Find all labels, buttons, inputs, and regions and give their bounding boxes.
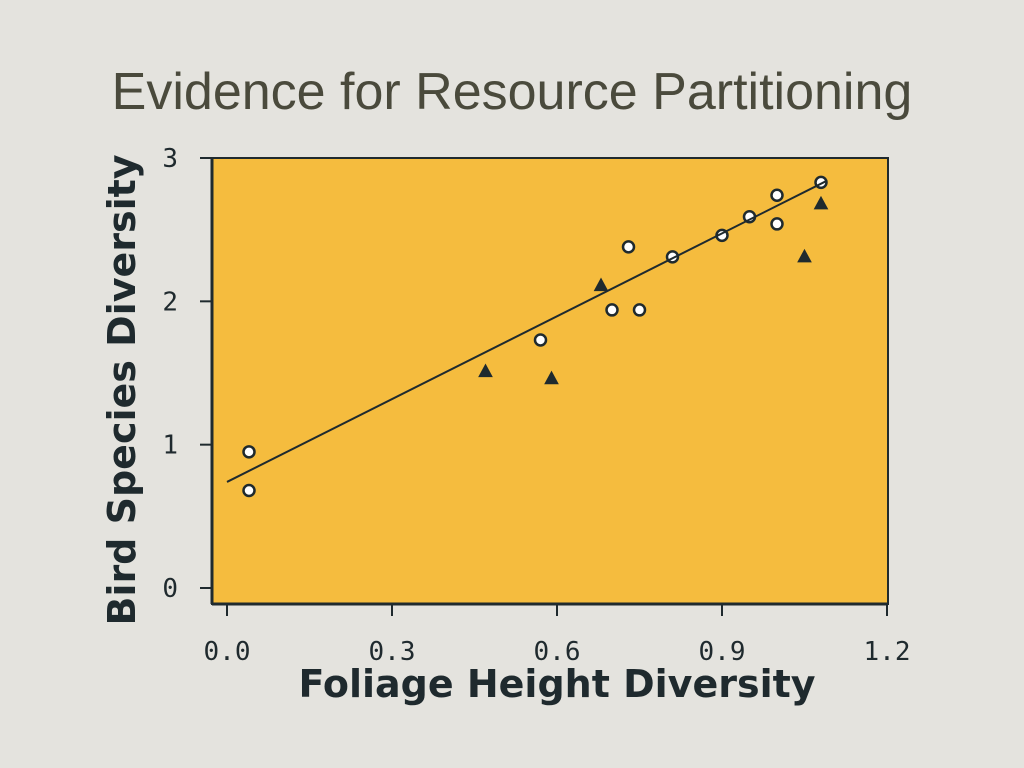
x-axis-title: Foliage Height Diversity — [298, 662, 815, 706]
trend-line — [226, 180, 827, 483]
data-point-circle — [770, 188, 784, 203]
data-point-circle — [605, 303, 619, 317]
data-point-circle — [533, 333, 548, 347]
x-tick-label: 0.3 — [369, 637, 416, 667]
x-tick-label: 1.2 — [864, 637, 911, 667]
data-point-triangle — [593, 277, 609, 292]
data-point-triangle — [797, 248, 812, 263]
y-axis-title: Bird Species Diversity — [100, 154, 144, 625]
data-point-circle — [242, 483, 256, 498]
data-point-triangle — [478, 363, 493, 378]
data-point-circle — [242, 445, 256, 459]
x-tick-label: 0.0 — [204, 637, 251, 667]
data-point-circle — [621, 240, 636, 254]
y-tick-label: 1 — [162, 431, 178, 461]
data-point-triangle — [544, 370, 559, 385]
y-tick-label: 0 — [162, 574, 178, 604]
y-tick-label: 2 — [162, 287, 178, 317]
data-point-circle — [770, 217, 784, 231]
slide-title: Evidence for Resource Partitioning — [111, 63, 913, 121]
data-point-triangle — [813, 195, 829, 210]
x-tick-label: 0.6 — [534, 637, 581, 667]
x-tick-label: 0.9 — [699, 637, 746, 667]
data-point-circle — [632, 303, 647, 317]
y-tick-label: 3 — [162, 144, 178, 174]
